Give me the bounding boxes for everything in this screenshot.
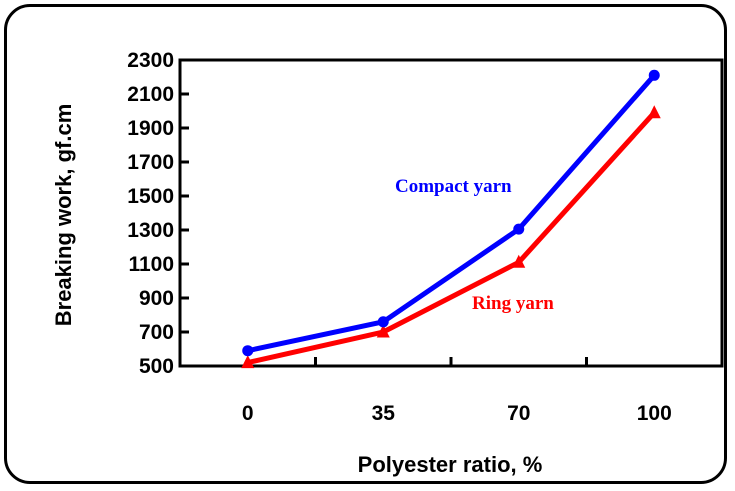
y-tick-label: 1300 [127,219,174,242]
tick-labels: 500 700 900 1100 1300 1500 1700 1900 2100 2300 0 35… [127,49,671,425]
x-tick-label: 100 [637,402,672,425]
series-line-ring-yarn [247,111,657,366]
x-tick-label: 0 [242,402,254,425]
y-tick-label: 1500 [127,185,174,208]
y-tick-label: 1100 [128,253,174,276]
y-axis-title: Breaking work, gf.cm [51,104,76,327]
y-tick-label: 1900 [127,117,174,140]
x-axis-title: Polyester ratio, % [358,452,543,477]
data-point [512,254,526,268]
y-tick-label: 500 [139,355,174,378]
data-point [377,316,389,328]
plot-area [178,58,724,368]
axis-ticks [180,58,588,368]
y-tick-label: 900 [139,287,174,310]
x-tick-label: 35 [372,402,396,425]
plot-border [178,58,724,368]
y-tick-label: 2300 [127,49,174,72]
data-point [242,345,254,357]
y-tick-label: 700 [139,321,174,344]
series-layer [241,69,661,369]
chart-frame [4,4,727,484]
series-label-compact-yarn: Compact yarn [395,176,512,197]
x-tick-label: 70 [507,402,530,425]
data-point [241,355,255,369]
data-point [376,324,390,338]
data-point [513,223,525,235]
y-tick-label: 2100 [127,83,174,106]
series-label-ring-yarn: Ring yarn [472,293,554,314]
data-point [648,69,660,81]
data-point [647,105,661,119]
y-tick-label: 1700 [127,151,174,174]
series-line-compact-yarn [247,73,657,354]
